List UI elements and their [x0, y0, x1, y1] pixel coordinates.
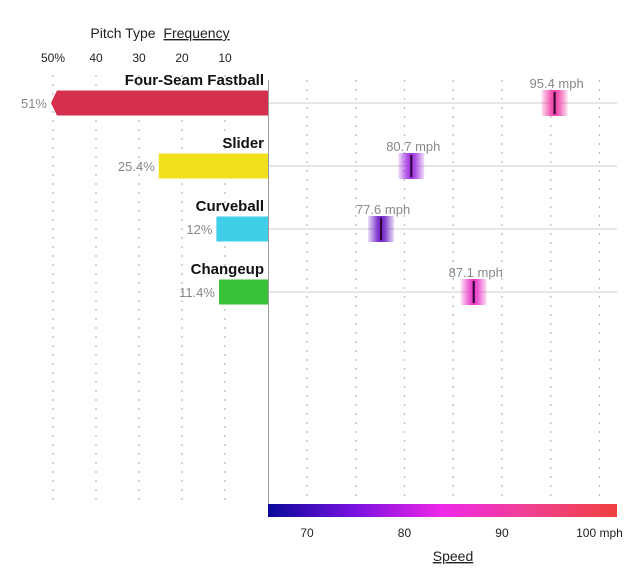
frequency-axis: 50% 40 30 20 10	[41, 51, 232, 500]
frequency-value-label: 51%	[21, 96, 47, 111]
pitch-row: 25.4% Slider 80.7 mph	[118, 135, 617, 179]
speed-title: Speed	[433, 548, 473, 564]
frequency-tick-label: 50%	[41, 51, 65, 65]
frequency-bar	[218, 279, 268, 305]
pitch-name-label: Four-Seam Fastball	[125, 72, 264, 89]
frequency-tick-label: 20	[175, 51, 189, 65]
speed-gradient-bar	[268, 504, 617, 517]
pitch-rows: 51% Four-Seam Fastball 95.4 mph 25.4% Slider…	[21, 72, 617, 305]
speed-gridlines	[306, 80, 601, 500]
frequency-value-label: 25.4%	[118, 159, 155, 174]
speed-tick-label: 70	[300, 526, 314, 540]
frequency-value-label: 12%	[186, 222, 212, 237]
frequency-title-link: Frequency	[163, 25, 229, 41]
frequency-bar	[216, 216, 268, 242]
speed-value-label: 95.4 mph	[530, 76, 584, 91]
frequency-value-label: 11.4%	[179, 285, 215, 300]
frequency-bar	[51, 90, 268, 116]
speed-value-label: 87.1 mph	[449, 265, 503, 280]
speed-tick-label: 90	[495, 526, 509, 540]
frequency-title-prefix: Pitch Type	[90, 25, 155, 41]
speed-tick-label: 100 mph	[576, 526, 623, 540]
pitch-name-label: Slider	[222, 135, 264, 152]
frequency-tick-label: 30	[132, 51, 146, 65]
pitch-row: 11.4% Changeup 87.1 mph	[179, 261, 617, 305]
pitch-row: 51% Four-Seam Fastball 95.4 mph	[21, 72, 617, 116]
frequency-tick-label: 10	[218, 51, 232, 65]
frequency-bar	[158, 153, 268, 179]
pitch-name-label: Changeup	[191, 261, 264, 278]
speed-value-label: 77.6 mph	[356, 202, 410, 217]
frequency-title: Pitch Type Frequency	[90, 25, 229, 41]
frequency-tick-label: 40	[89, 51, 103, 65]
speed-value-label: 80.7 mph	[386, 139, 440, 154]
speed-tick-label: 80	[398, 526, 412, 540]
speed-axis: 70 80 90 100 mph	[300, 526, 622, 540]
pitch-name-label: Curveball	[196, 198, 264, 215]
pitch-row: 12% Curveball 77.6 mph	[186, 198, 617, 242]
